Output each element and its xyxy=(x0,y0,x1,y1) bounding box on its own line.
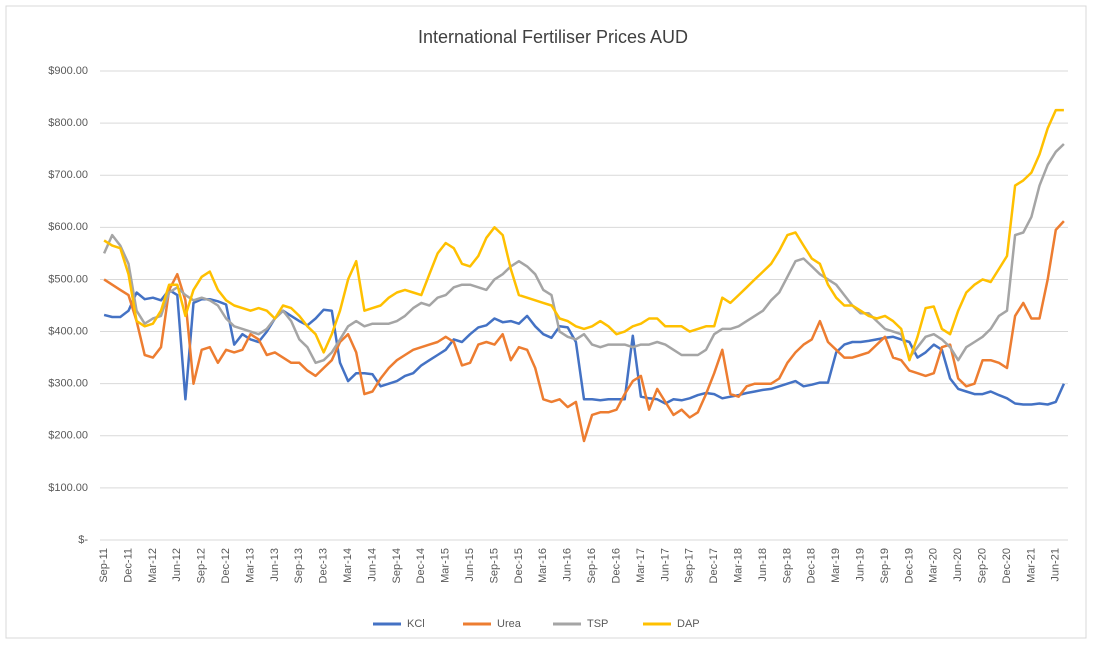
legend-label: Urea xyxy=(497,618,522,630)
x-tick-label: Jun-20 xyxy=(952,548,964,582)
x-tick-label: Mar-16 xyxy=(537,548,549,583)
chart-border xyxy=(5,5,1087,639)
x-tick-label: Jun-18 xyxy=(757,548,769,582)
x-tick-label: Mar-15 xyxy=(440,548,452,583)
x-tick-label: Jun-14 xyxy=(366,548,378,582)
x-tick-label: Jun-17 xyxy=(659,548,671,582)
x-tick-label: Sep-13 xyxy=(293,548,305,583)
y-tick-label: $300.00 xyxy=(48,378,88,390)
x-tick-label: Dec-19 xyxy=(903,548,915,583)
x-tick-label: Jun-16 xyxy=(562,548,574,582)
x-tick-label: Mar-20 xyxy=(928,548,940,583)
x-tick-label: Dec-17 xyxy=(708,548,720,583)
x-tick-label: Mar-19 xyxy=(830,548,842,583)
x-tick-label: Dec-18 xyxy=(806,548,818,583)
x-tick-label: Mar-18 xyxy=(732,548,744,583)
x-tick-label: Jun-21 xyxy=(1050,548,1062,582)
x-tick-label: Jun-15 xyxy=(464,548,476,582)
y-tick-label: $800.00 xyxy=(48,117,88,129)
x-tick-label: Sep-18 xyxy=(781,548,793,583)
x-tick-label: Dec-12 xyxy=(220,548,232,583)
x-tick-label: Sep-15 xyxy=(488,548,500,583)
x-tick-label: Dec-13 xyxy=(318,548,330,583)
x-tick-label: Sep-19 xyxy=(879,548,891,583)
y-tick-label: $500.00 xyxy=(48,273,88,285)
x-tick-label: Jun-12 xyxy=(171,548,183,582)
x-tick-label: Sep-12 xyxy=(196,548,208,583)
x-tick-label: Dec-11 xyxy=(122,548,134,583)
x-tick-label: Mar-12 xyxy=(147,548,159,583)
y-tick-label: $600.00 xyxy=(48,221,88,233)
line-series xyxy=(103,220,1065,443)
x-tick-label: Sep-14 xyxy=(391,548,403,583)
x-tick-label: Sep-17 xyxy=(684,548,696,583)
x-tick-label: Mar-14 xyxy=(342,548,354,583)
x-tick-label: Dec-14 xyxy=(415,548,427,583)
y-tick-label: $700.00 xyxy=(48,169,88,181)
x-tick-label: Dec-20 xyxy=(1001,548,1013,583)
legend-label: DAP xyxy=(677,618,700,630)
y-tick-label: $100.00 xyxy=(48,482,88,494)
x-tick-label: Mar-17 xyxy=(635,548,647,583)
legend-label: KCl xyxy=(407,618,425,630)
x-tick-label: Mar-13 xyxy=(244,548,256,583)
y-tick-label: $- xyxy=(78,534,88,546)
legend-label: TSP xyxy=(587,618,608,630)
line-series xyxy=(103,108,1064,362)
x-tick-label: Jun-19 xyxy=(854,548,866,582)
x-tick-label: Dec-16 xyxy=(610,548,622,583)
x-tick-label: Jun-13 xyxy=(269,548,281,582)
x-tick-label: Sep-16 xyxy=(586,548,598,583)
y-tick-label: $900.00 xyxy=(48,65,88,77)
x-tick-label: Mar-21 xyxy=(1025,548,1037,583)
x-tick-label: Sep-11 xyxy=(98,548,110,583)
x-tick-label: Dec-15 xyxy=(513,548,525,583)
chart-title: International Fertiliser Prices AUD xyxy=(418,27,688,47)
x-tick-label: Sep-20 xyxy=(976,548,988,583)
y-tick-label: $400.00 xyxy=(48,325,88,337)
y-tick-label: $200.00 xyxy=(48,430,88,442)
